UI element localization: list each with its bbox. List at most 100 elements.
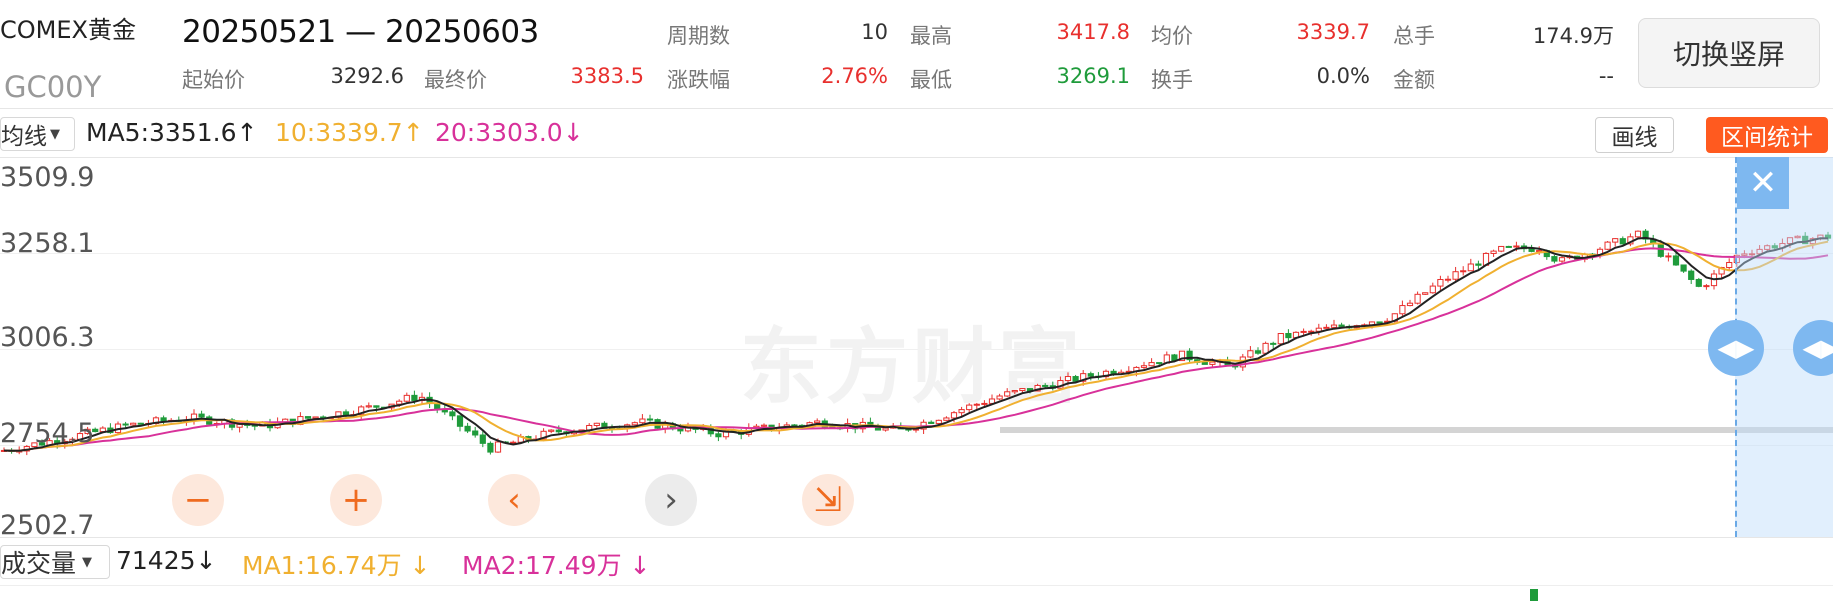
stat-label-turnover: 换手 <box>1151 68 1193 92</box>
candle-body <box>1741 253 1748 256</box>
candle-body <box>1376 321 1383 324</box>
candle-body <box>548 429 555 432</box>
candle-body <box>1399 305 1406 315</box>
candle-body <box>928 421 935 424</box>
range-statistics-button[interactable]: 区间统计 <box>1706 117 1828 153</box>
candle-body <box>1080 373 1087 382</box>
candle-body <box>1406 302 1414 307</box>
gridline <box>0 349 1833 350</box>
stat-label-change-pct: 涨跌幅 <box>667 68 730 92</box>
candle-body <box>411 394 418 401</box>
candle-body <box>312 416 319 419</box>
candle-body <box>456 415 464 427</box>
candle-body <box>1771 245 1778 249</box>
volume-selector-label: 成交量 <box>1 549 77 578</box>
indicator-selector[interactable]: 均线 ▼ <box>0 117 75 151</box>
draw-line-button[interactable]: 画线 <box>1595 117 1674 153</box>
volume-bar <box>1530 589 1538 601</box>
instrument-name: COMEX黄金 <box>0 16 136 44</box>
candle-body <box>1178 350 1186 362</box>
candle-body <box>1429 285 1436 294</box>
candle-body <box>966 404 973 411</box>
stat-value-periods: 10 <box>861 20 888 44</box>
candle-body <box>1513 245 1520 248</box>
candle-body <box>540 430 547 440</box>
candle-body <box>1247 350 1254 358</box>
stat-label-total-volume: 总手 <box>1393 24 1435 48</box>
candle-body <box>1444 278 1452 281</box>
candle-body <box>1672 255 1680 266</box>
ma-line-5 <box>3 236 1829 452</box>
candle-body <box>1004 391 1011 397</box>
candle-body <box>1277 333 1284 345</box>
candle-body <box>1634 230 1642 238</box>
candle-body <box>1072 376 1079 382</box>
zoom-in-icon[interactable]: + <box>330 474 382 526</box>
volume-selector[interactable]: 成交量 ▼ <box>0 545 110 579</box>
stat-value-amount: -- <box>1598 64 1614 88</box>
candle-body <box>1665 255 1672 258</box>
stat-value-change-pct: 2.76% <box>821 64 888 88</box>
candle-body <box>1414 293 1421 304</box>
candle-body <box>1475 263 1482 266</box>
candle-body <box>365 405 372 408</box>
candle-body <box>814 420 821 424</box>
candle-body <box>472 430 479 436</box>
candlestick-chart[interactable] <box>0 157 1833 537</box>
candle-body <box>373 405 380 408</box>
candle-body <box>160 417 167 422</box>
scroll-right-icon[interactable]: › <box>645 474 697 526</box>
candle-body <box>1338 324 1345 327</box>
vol-ma1-arrow-icon: ↓ <box>409 551 431 580</box>
candle-body <box>479 434 486 444</box>
candle-body <box>403 394 410 402</box>
stat-label-open: 起始价 <box>182 68 245 92</box>
shrink-icon[interactable]: ⇲ <box>802 474 854 526</box>
candle-body <box>1323 326 1330 329</box>
candle-body <box>943 417 950 421</box>
selection-left-handle-icon[interactable]: ◀▶ <box>1708 320 1764 376</box>
chart-top-border <box>0 157 1833 158</box>
candle-body <box>1612 238 1619 243</box>
candle-body <box>396 400 403 405</box>
candle-body <box>1794 235 1801 239</box>
date-range: 20250521 — 20250603 <box>182 14 539 50</box>
scroll-left-icon[interactable]: ‹ <box>488 474 540 526</box>
candle-body <box>1764 245 1771 250</box>
candle-body <box>555 429 562 433</box>
candle-body <box>1186 350 1193 361</box>
stat-value-avg: 3339.7 <box>1296 20 1370 44</box>
candle-body <box>1619 238 1626 245</box>
candle-body <box>1748 253 1756 256</box>
ma20-arrow-icon: ↓ <box>562 118 584 147</box>
candle-body <box>1300 330 1307 333</box>
candle-body <box>1695 278 1702 287</box>
candle-body <box>122 423 129 426</box>
close-selection-icon[interactable]: ✕ <box>1737 157 1789 209</box>
stat-value-close: 3383.5 <box>570 64 644 88</box>
candle-body <box>882 427 889 431</box>
candle-body <box>1786 237 1794 245</box>
candle-body <box>1285 333 1292 339</box>
switch-portrait-button[interactable]: 切换竖屏 <box>1638 18 1820 88</box>
zoom-out-icon[interactable]: − <box>172 474 224 526</box>
candle-body <box>449 411 456 417</box>
gridline <box>0 445 1833 446</box>
candle-body <box>760 424 768 427</box>
stat-value-high: 3417.8 <box>1056 20 1130 44</box>
indicator-selector-label: 均线 <box>1 124 47 150</box>
candle-body <box>1756 248 1763 255</box>
candle-body <box>1011 390 1018 393</box>
stat-value-open: 3292.6 <box>330 64 404 88</box>
selection-right-handle-icon[interactable]: ◀▶ <box>1793 320 1833 376</box>
candle-body <box>1201 361 1208 365</box>
volume-readout: 71425↓ <box>116 546 216 575</box>
price-level-line[interactable] <box>1000 427 1833 433</box>
candle-body <box>1019 388 1026 392</box>
candle-body <box>1148 362 1155 367</box>
candle-body <box>342 411 350 416</box>
ma5-readout: MA5:3351.6↑ <box>86 118 257 147</box>
candle-body <box>38 442 46 446</box>
candle-body <box>1330 324 1338 328</box>
stat-value-turnover: 0.0% <box>1316 64 1370 88</box>
